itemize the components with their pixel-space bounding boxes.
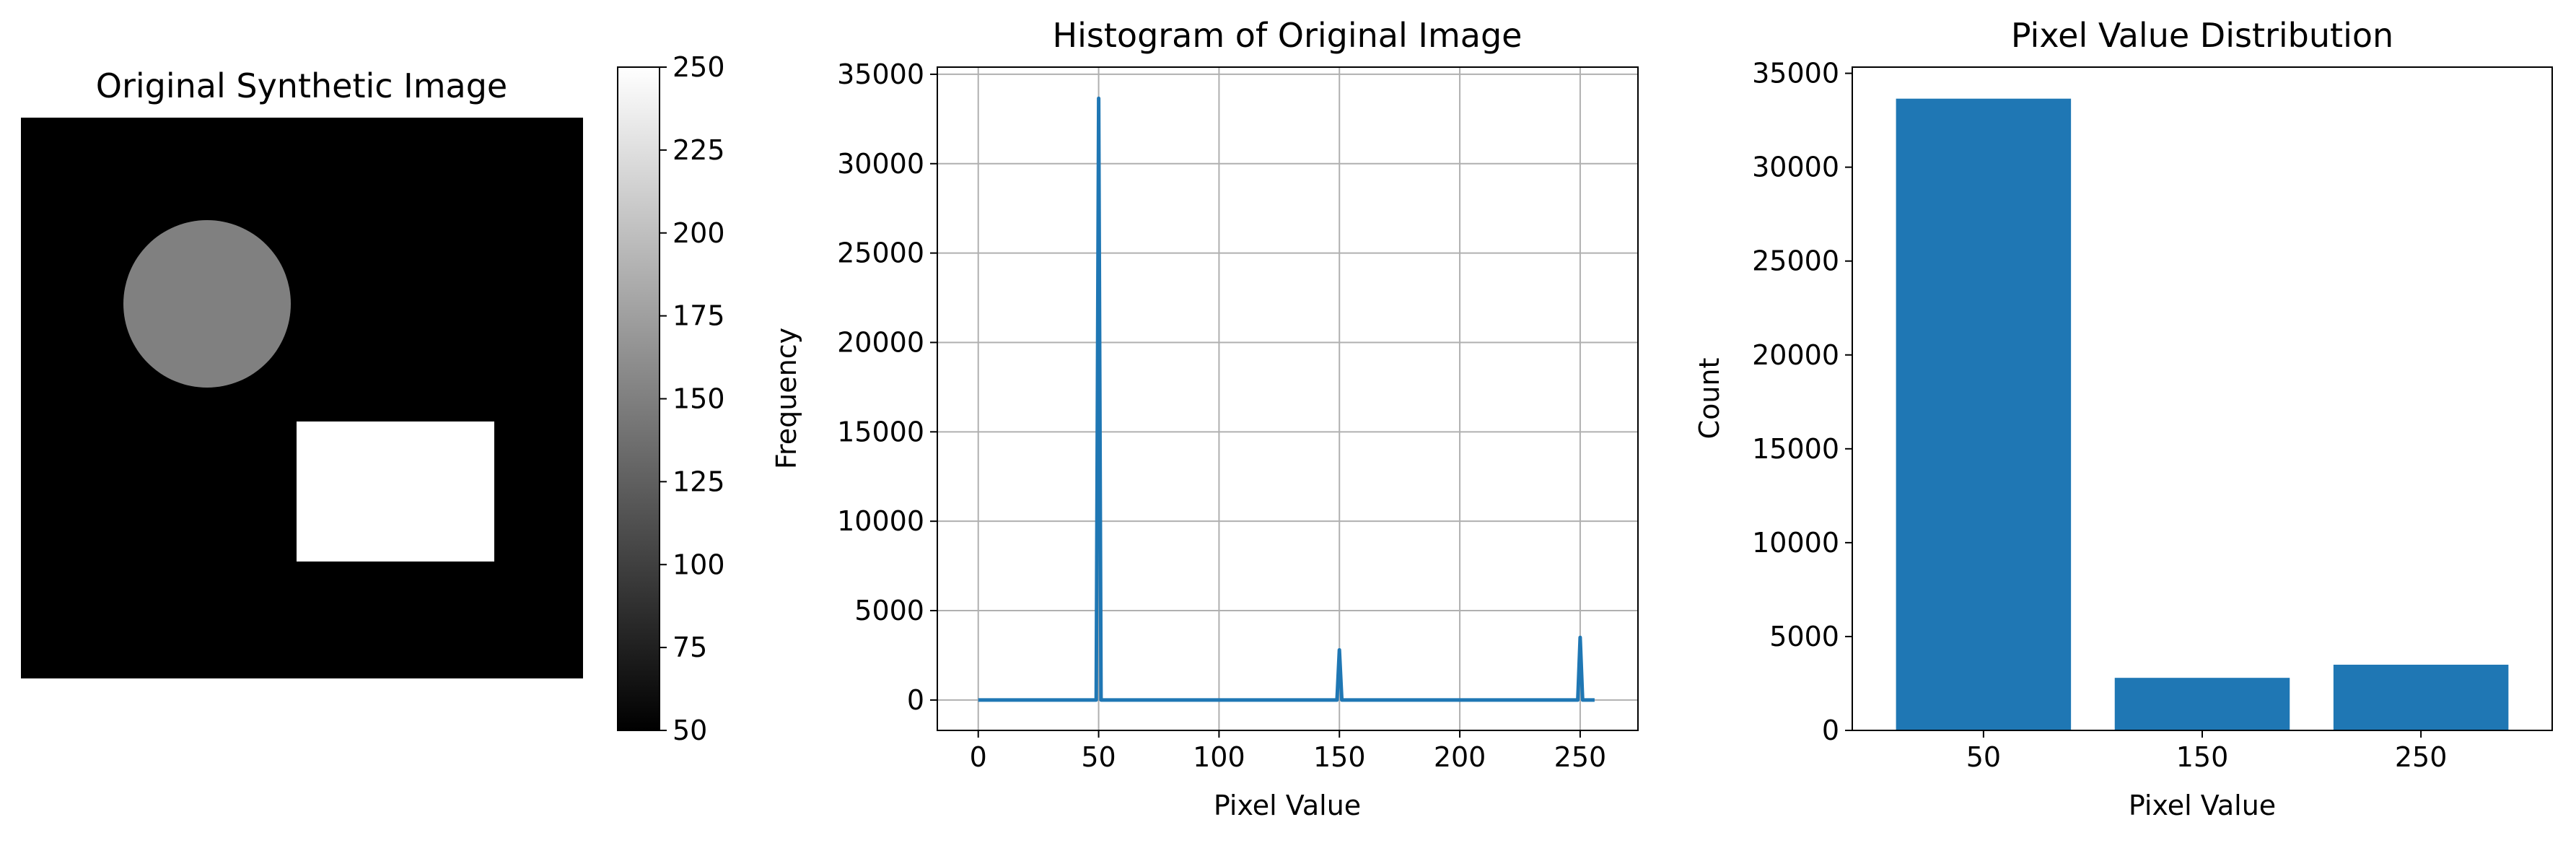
image-rectangle-shape [297,422,494,562]
histogram-line [978,96,1595,702]
image-panel: Original Synthetic Image 50 75 100 125 150 17… [21,51,725,746]
histogram-xtick-label: 50 [1081,741,1116,773]
histogram-axes-frame [937,66,1639,731]
colorbar-ticks: 50 75 100 125 150 175 200 225 250 [660,51,725,746]
distribution-ytick-label: 0 [1822,715,1839,746]
histogram-series [978,96,1595,702]
colorbar-tick-label: 150 [673,383,725,415]
histogram-xtick-label: 200 [1434,741,1486,773]
colorbar-tick-label: 75 [673,632,707,663]
distribution-ytick-label: 5000 [1769,621,1839,652]
image-title: Original Synthetic Image [96,66,508,105]
distribution-ytick-label: 15000 [1752,433,1839,465]
distribution-ytick-label: 25000 [1752,245,1839,277]
distribution-bar [1896,98,2072,731]
distribution-xtick-label: 250 [2395,741,2448,773]
histogram-xtick-label: 100 [1193,741,1245,773]
histogram-panel: Histogram of Original Image 0 50 100 150 200… [771,16,1639,821]
distribution-ytick-label: 20000 [1752,339,1839,371]
histogram-ytick-label: 0 [907,684,924,716]
distribution-ytick-label: 30000 [1752,152,1839,183]
distribution-xtick-label: 50 [1966,741,2001,773]
colorbar-tick-label: 125 [673,466,725,497]
histogram-ylabel: Frequency [771,328,802,469]
distribution-xtick-label: 150 [2176,741,2229,773]
colorbar-tick-label: 175 [673,300,725,332]
colorbar [617,66,660,731]
colorbar-tick-label: 250 [673,51,725,83]
histogram-ytick-label: 25000 [837,237,924,269]
distribution-ticks: 50 150 250 0 5000 10000 15000 20000 25000 30000 35… [1752,58,2447,773]
image-circle-shape [123,220,291,388]
histogram-ytick-label: 10000 [837,505,924,537]
histogram-ytick-label: 30000 [837,148,924,180]
distribution-title: Pixel Value Distribution [2011,16,2393,55]
distribution-bar [2333,664,2509,730]
colorbar-tick-label: 100 [673,549,725,580]
histogram-ytick-label: 20000 [837,326,924,358]
distribution-panel: Pixel Value Distribution 50 150 250 0 5000 10… [1694,16,2553,821]
distribution-bars [1896,98,2509,731]
histogram-xtick-label: 250 [1554,741,1607,773]
histogram-title: Histogram of Original Image [1053,16,1523,55]
histogram-ytick-label: 5000 [854,595,924,626]
histogram-ticks: 0 50 100 150 200 250 0 5000 10000 15000 20000 25000… [837,58,1606,773]
histogram-ytick-label: 35000 [837,58,924,90]
image-background [21,118,583,678]
colorbar-tick-label: 200 [673,217,725,249]
distribution-ytick-label: 10000 [1752,527,1839,559]
distribution-ytick-label: 35000 [1752,58,1839,89]
colorbar-tick-label: 225 [673,134,725,166]
distribution-bar [2114,678,2290,730]
histogram-grid [937,67,1638,730]
histogram-xtick-label: 0 [970,741,987,773]
colorbar-tick-label: 50 [673,715,707,746]
histogram-xtick-label: 150 [1313,741,1366,773]
histogram-xlabel: Pixel Value [1214,790,1361,821]
distribution-xlabel: Pixel Value [2129,790,2276,821]
distribution-ylabel: Count [1694,358,1725,440]
histogram-ytick-label: 15000 [837,416,924,447]
